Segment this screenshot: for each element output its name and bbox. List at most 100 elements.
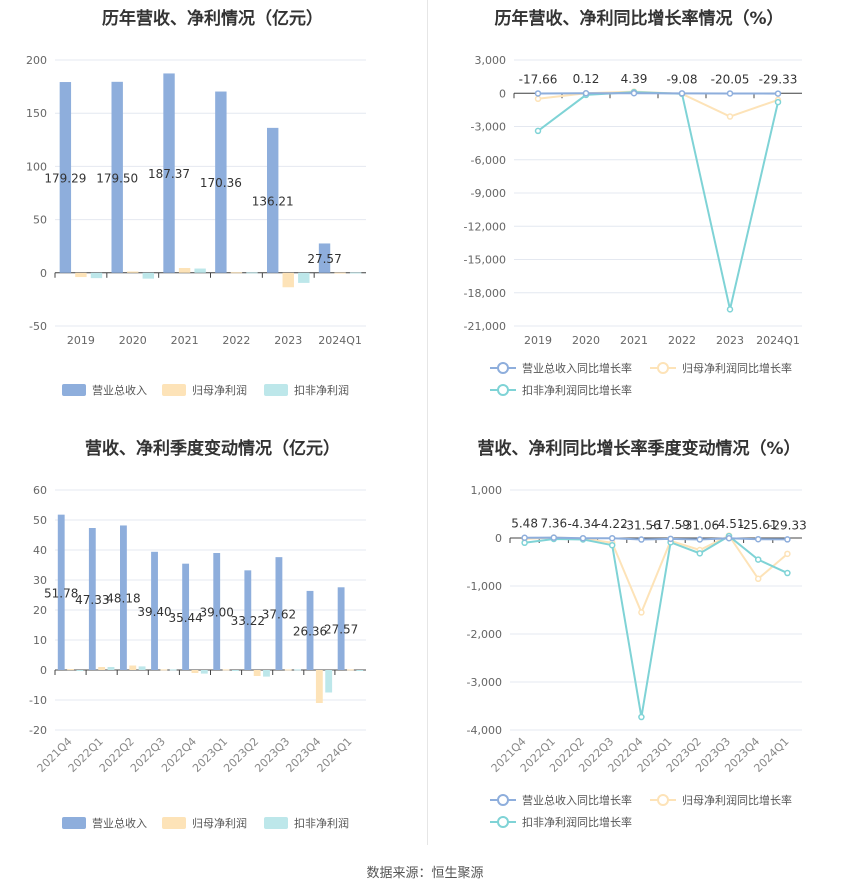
x-tick-label: 2020 xyxy=(572,334,600,347)
legend-label: 营业总收入同比增长率 xyxy=(522,793,632,807)
chart-title: 营收、净利同比增长率季度变动情况（%） xyxy=(477,439,801,459)
legend-swatch xyxy=(62,384,86,396)
bar xyxy=(111,81,123,273)
bar xyxy=(163,73,175,273)
bar xyxy=(178,268,191,273)
legend-swatch-marker xyxy=(657,794,669,806)
bar xyxy=(57,514,65,670)
series-line xyxy=(524,536,788,541)
data-label: -4.22 xyxy=(597,517,628,531)
data-label: 5.48 xyxy=(511,517,538,531)
data-point xyxy=(754,575,762,583)
data-label: 136.21 xyxy=(252,194,294,208)
data-point xyxy=(726,113,734,120)
bar xyxy=(67,669,74,671)
bar xyxy=(244,570,252,670)
data-point xyxy=(725,534,733,542)
bar xyxy=(337,587,345,670)
chart-annual-values: 历年营收、净利情况（亿元） -50 0 50 100 150 200 2019 2020 202… xyxy=(0,0,425,410)
x-tick-label: 2021 xyxy=(620,334,648,347)
data-point xyxy=(582,89,590,97)
y-tick-label: 20 xyxy=(33,604,47,617)
series-line xyxy=(524,534,788,718)
y-tick-label: -9,000 xyxy=(471,187,506,200)
y-tick-label: 50 xyxy=(33,514,47,527)
data-point xyxy=(784,550,791,558)
bar xyxy=(169,669,177,671)
bar xyxy=(119,525,127,670)
annual-values-svg: -50 0 50 100 150 200 2019 2020 2021 2022 2023 2024Q… xyxy=(26,54,366,397)
bar xyxy=(298,272,310,283)
y-tick-label: -4,000 xyxy=(467,724,502,737)
x-tick-label: 2024Q1 xyxy=(318,334,362,347)
data-point xyxy=(678,90,686,97)
data-point xyxy=(638,713,645,721)
data-source: 数据来源：恒生聚源 xyxy=(366,866,484,881)
y-tick-label: -21,000 xyxy=(464,320,506,333)
bar xyxy=(194,268,206,273)
data-label: 4.39 xyxy=(621,72,648,86)
y-tick-label: 1,000 xyxy=(471,484,503,497)
bar xyxy=(160,669,168,671)
bar xyxy=(90,272,103,279)
data-label: -25.61 xyxy=(739,518,778,532)
series-line xyxy=(537,91,779,310)
data-point xyxy=(784,536,791,543)
data-point xyxy=(534,127,542,135)
x-tick-label: 2024Q1 xyxy=(756,334,800,347)
data-label: 0.12 xyxy=(573,72,600,86)
data-label: 187.37 xyxy=(148,167,190,181)
data-point xyxy=(726,306,734,313)
bar xyxy=(200,670,208,674)
chart-title: 历年营收、净利同比增长率情况（%） xyxy=(494,9,784,29)
data-label: -31.56 xyxy=(622,519,661,533)
data-label: 179.29 xyxy=(44,171,86,185)
data-point xyxy=(638,536,645,543)
bar xyxy=(306,590,314,670)
bar xyxy=(275,557,283,670)
data-point xyxy=(608,541,616,549)
legend-label: 营业总收入同比增长率 xyxy=(522,361,632,375)
data-point xyxy=(534,90,542,97)
legend-swatch-marker xyxy=(497,384,509,396)
data-point xyxy=(774,98,782,106)
bar xyxy=(356,670,364,671)
y-tick-label: 0 xyxy=(40,664,47,677)
bar xyxy=(253,670,261,676)
bar xyxy=(318,243,331,273)
bar xyxy=(334,272,346,274)
annual-growth-svg: -21,000 -18,000 -15,000 -12,000 -9,000 -6,000… xyxy=(464,54,802,397)
bar xyxy=(263,670,270,677)
bar xyxy=(182,563,190,670)
data-point xyxy=(630,89,638,97)
chart-title: 营收、净利季度变动情况（亿元） xyxy=(85,439,340,459)
legend-swatch-marker xyxy=(497,794,509,806)
bar xyxy=(266,127,279,273)
bar xyxy=(142,272,155,279)
data-point xyxy=(579,534,587,542)
y-tick-label: 40 xyxy=(33,544,47,557)
x-tick-label: 2022 xyxy=(222,334,250,347)
x-tick-label: 2020 xyxy=(119,334,147,347)
chart-quarterly-values: 营收、净利季度变动情况（亿元） -20 -10 0 10 20 30 40 50 60 2021Q… xyxy=(0,428,425,848)
data-point xyxy=(774,90,782,97)
chart-title: 历年营收、净利情况（亿元） xyxy=(102,9,323,29)
legend-label: 扣非净利润同比增长率 xyxy=(522,815,632,829)
bar xyxy=(151,551,158,670)
y-tick-label: -12,000 xyxy=(464,220,506,233)
bar xyxy=(107,667,115,670)
y-tick-label: -6,000 xyxy=(471,154,506,167)
y-tick-label: 3,000 xyxy=(475,54,507,67)
y-tick-label: -1,000 xyxy=(467,580,502,593)
bar xyxy=(246,272,258,274)
data-label: -29.33 xyxy=(768,518,807,532)
data-label: 51.78 xyxy=(44,586,78,600)
data-label: 27.57 xyxy=(324,623,358,637)
chart-quarterly-growth: 营收、净利同比增长率季度变动情况（%） -4,000 -3,000 -2,000 -1… xyxy=(428,428,850,848)
y-tick-label: 150 xyxy=(26,107,47,120)
data-label: 170.36 xyxy=(200,176,242,190)
x-tick-label: 2021 xyxy=(171,334,199,347)
bar xyxy=(191,670,199,673)
bar xyxy=(222,669,230,671)
chart-annual-growth: 历年营收、净利同比增长率情况（%） -21,000 -18,000 -15,000-… xyxy=(428,0,850,410)
